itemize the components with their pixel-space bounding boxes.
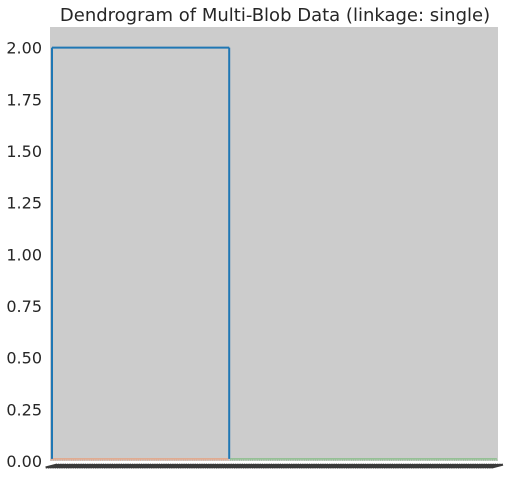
y-tick-label: 0.75	[6, 297, 42, 316]
chart-title: Dendrogram of Multi-Blob Data (linkage: …	[60, 5, 490, 26]
y-tick-label: 1.25	[6, 194, 42, 213]
y-axis-ticks: 0.00 0.25 0.50 0.75 1.00 1.25 1.50 1.75 2.00	[6, 39, 42, 471]
plot-area	[50, 27, 498, 461]
cluster-links	[50, 458, 498, 461]
y-tick-label: 0.50	[6, 349, 42, 368]
y-tick-label: 1.00	[6, 245, 42, 264]
y-tick-label: 1.50	[6, 142, 42, 161]
leaf-label	[491, 463, 504, 469]
y-tick-label: 0.00	[6, 452, 42, 471]
leaf-labels	[45, 463, 504, 469]
top-link	[51, 46, 231, 459]
y-tick-label: 2.00	[6, 39, 42, 58]
y-tick-label: 1.75	[6, 90, 42, 109]
y-tick-label: 0.25	[6, 400, 42, 419]
